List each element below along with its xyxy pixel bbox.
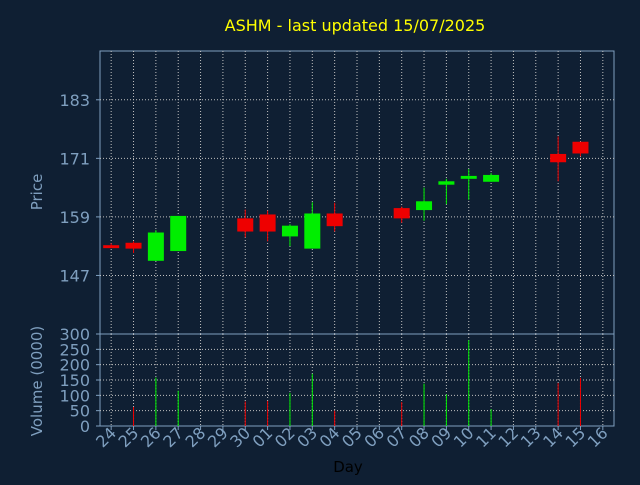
volume-bar xyxy=(423,383,425,426)
volume-bar xyxy=(401,402,403,426)
candle-body xyxy=(393,208,410,219)
candle-body xyxy=(259,214,276,232)
candle-body xyxy=(483,174,500,182)
volume-bar xyxy=(267,400,269,426)
candle-body xyxy=(460,175,477,179)
price-panel: 147 159 171 183 xyxy=(59,50,615,335)
candle-body xyxy=(550,153,567,163)
volume-axis-label: Volume (0000) xyxy=(28,326,46,436)
volume-tick-label: 0 xyxy=(80,417,90,436)
volume-bar xyxy=(155,377,157,426)
price-tick-label: 159 xyxy=(59,208,90,227)
volume-bar xyxy=(557,383,559,426)
volume-tick-label: 100 xyxy=(59,386,90,405)
volume-tick-label: 300 xyxy=(59,325,90,344)
candle-body xyxy=(103,245,120,249)
volume-bar xyxy=(490,409,492,426)
candle-body xyxy=(304,213,321,249)
price-tick-label: 147 xyxy=(59,266,90,285)
candle-body xyxy=(438,181,455,185)
candle-body xyxy=(416,201,433,211)
x-axis-ticks: 2425262728293001020304050607080910111213… xyxy=(92,423,611,451)
candle-body xyxy=(281,225,298,237)
price-tick-label: 183 xyxy=(59,91,90,110)
price-tick-label: 171 xyxy=(59,149,90,168)
candle-body xyxy=(237,218,254,232)
price-axis-label: Price xyxy=(28,174,46,211)
volume-bar xyxy=(244,401,246,426)
volume-bar xyxy=(579,377,581,426)
candle-body xyxy=(125,242,142,249)
volume-bar xyxy=(289,392,291,426)
volume-bar xyxy=(133,406,135,426)
volume-bar xyxy=(334,410,336,426)
chart-title: ASHM - last updated 15/07/2025 xyxy=(225,16,486,35)
volume-tick-label: 200 xyxy=(59,356,90,375)
volume-bar xyxy=(468,340,470,426)
volume-tick-label: 250 xyxy=(59,340,90,359)
volume-bar xyxy=(177,390,179,426)
x-tick-label: 16 xyxy=(584,423,612,451)
volume-bar xyxy=(311,373,313,426)
candle-body xyxy=(147,232,164,261)
candle-body xyxy=(572,141,589,154)
candle-body xyxy=(326,213,343,227)
volume-bar xyxy=(445,394,447,426)
candle-body xyxy=(170,215,187,252)
volume-tick-label: 50 xyxy=(70,402,90,421)
x-axis-label: Day xyxy=(333,458,363,476)
volume-tick-label: 150 xyxy=(59,371,90,390)
